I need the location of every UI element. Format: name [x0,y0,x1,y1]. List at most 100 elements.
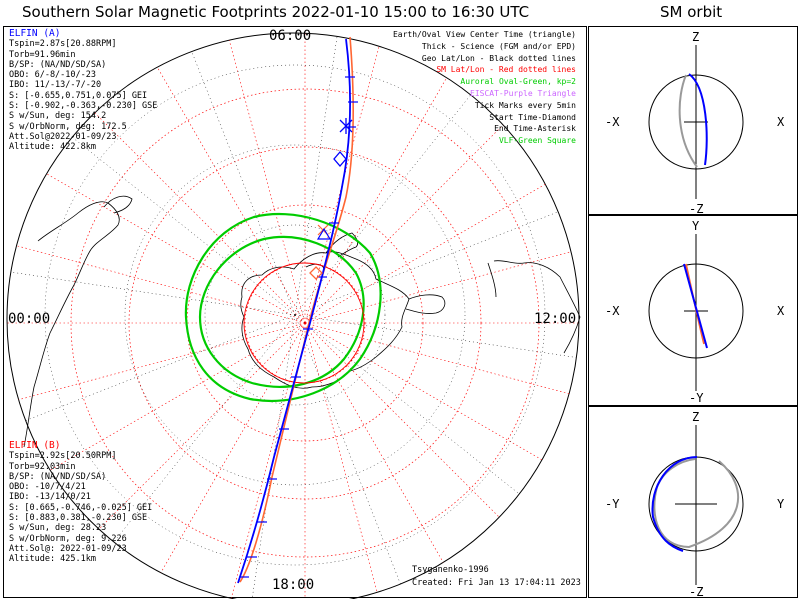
elfin-a-info-line: ELFIN (A) [9,28,61,39]
legend-entry: Earth/Oval View Center Time (triangle) [392,30,576,39]
elfin-a-start-diamond [333,151,347,167]
sm-lon-line [45,172,306,324]
elfin-a-info-line: Tspin=2.87s[20.88RPM] [9,39,117,50]
orbit-xz-right-label: X [777,115,785,129]
elfin-b-info-line: IBO: -13/14/0/21 [9,492,91,503]
geo-lon-line [294,314,530,503]
elfin-a-track [237,38,351,584]
sm-lat-circle [186,204,424,442]
sm-orbit-panel-yz: Z -Z -Y Y [588,406,798,599]
sm-pole-circle [243,262,365,384]
orbit-title: SM orbit [660,3,723,21]
orbit-xy-plot: Y -Y -X X [605,219,785,405]
created-timestamp: Created: Fri Jan 13 17:04:11 2023 [412,578,581,588]
elfin-b-start-diamond [309,266,323,280]
antarctica-coastline [240,232,446,389]
orbit-yz-left-label: -Y [605,497,620,511]
sm-lon-line [304,322,579,401]
mlt-label-right: 12:00 [534,311,576,327]
orbit-xy-a [683,263,708,349]
elfin-a-info-line: S: [-0.655,0.751,0.075] GEI [9,90,148,101]
geo-lat-circle [44,64,546,566]
sm-grid [7,33,579,599]
auroral-oval [184,213,382,402]
sm-lon-line [304,172,565,324]
orbit-xy-bottom-label: -Y [689,391,704,405]
elfin-b-info: ELFIN (B) Tspin=2.92s[20.50RPM] Torb=92.03… [9,440,153,565]
geo-lon-line [185,35,296,316]
elfin-a-info-line: IBO: 11/-13/-7/-20 [9,80,102,91]
legend-entry: Thick - Science (FGM and/or EPD) [421,41,576,51]
elfin-b-info-line: S w/Sun, deg: 28.23 [9,523,107,534]
legend-entry: SM Lat/Lon - Red dotted lines [436,65,576,75]
sm-lon-line [154,63,306,324]
africa-coastline [487,260,581,354]
orbit-xz-bottom-label: -Z [689,202,703,216]
sm-lon-line [304,322,518,536]
sm-lon-line [304,322,383,599]
legend-entry: VLF-Green Square [498,136,576,146]
legend-entry: Geo Lat/Lon - Black dotted lines [421,53,576,63]
mlt-label-bottom: 18:00 [272,577,314,593]
orbit-xz-top-label: Z [692,30,699,44]
orbit-xy-right-label: X [777,304,785,318]
sm-lon-line [304,322,456,583]
plot-title: Southern Solar Magnetic Footprints 2022-… [22,3,530,21]
footprint-map: 06:00 00:00 12:00 18:00 [6,28,581,599]
elfin-a-info-line: Altitude: 422.8km [9,142,96,153]
orbit-xz-a [688,73,708,166]
elfin-b-info-line: Att.Sol@: 2022-01-09/23 [9,543,127,554]
geo-grid [7,33,579,599]
geo-lon-line [294,33,341,316]
orbit-xz-left-label: -X [605,115,620,129]
elfin-b-info-line: Tspin=2.92s[20.50RPM] [9,451,117,462]
elfin-b-info-line: ELFIN (B) [9,440,61,451]
model-label: Tsyganenko-1996 [412,565,489,575]
sm-lon-line [227,33,306,324]
elfin-a-info-line: S: [-0.902,-0.363,-0.230] GSE [9,101,158,112]
elfin-b-info-line: S: [0.883,0.381,-0.230] GSE [9,513,148,524]
orbit-xy-left-label: -X [605,304,620,318]
sm-orbit-panel-xz: Z -Z -X X [588,26,798,216]
legend-entry: Start Time-Diamond [489,112,576,122]
mlt-label-left: 00:00 [8,311,50,327]
orbit-yz-a [651,456,698,552]
legend-entry: EISCAT-Purple Triangle [470,89,576,98]
orbit-yz-right-label: Y [777,497,785,511]
elfin-a-info-line: Att.Sol@2022-01-09/23 [9,131,117,142]
legend-entry: Tick Marks every 5min [474,100,576,110]
orbit-yz-plot: Z -Z -Y Y [605,410,785,599]
footprint-map-panel: 06:00 00:00 12:00 18:00 Earth/Oval View … [3,26,587,599]
geo-lon-line [294,314,405,595]
orbit-yz-bottom-label: -Z [689,585,703,599]
elfin-a-info-line: B/SP: (NA/ND/SD/SA) [9,59,107,70]
elfin-b-info-line: Altitude: 425.1km [9,554,96,565]
sm-lon-line [15,245,306,324]
geo-lon-line [15,314,296,425]
elfin-a-info-line: OBO: 6/-8/-10/-23 [9,70,96,81]
geo-lat-circle [204,224,386,406]
elfin-a-info: ELFIN (A) Tspin=2.87s[20.88RPM] Torb=91.96… [9,28,158,153]
elfin-a-info-line: Torb=91.96min [9,49,76,60]
elfin-a-end-asterisk [339,118,353,134]
mlt-label-top: 06:00 [269,28,311,44]
sm-lon-line [154,322,306,583]
elfin-b-info-line: OBO: -10/7/4/21 [9,482,86,493]
elfin-b-info-line: S: [0.665,-0.746,-0.025] GEI [9,502,153,513]
elfin-a-info-line: S w/OrbNorm, deg: 172.5 [9,121,127,132]
elfin-b-info-line: B/SP: (NA/ND/SD/SA) [9,471,107,482]
orbit-xz-b [678,74,698,168]
sm-lat-circle [70,88,540,558]
orbit-xy-top-label: Y [692,219,700,233]
view-center-triangle [316,227,332,240]
elfin-a-info-line: S w/Sun, deg: 154.2 [9,111,107,122]
orbit-xz-plot: Z -Z -X X [605,30,785,216]
legend: Earth/Oval View Center Time (triangle) Th… [336,29,576,159]
geo-lon-line [294,205,575,316]
elfin-b-info-line: Torb=92.03min [9,461,76,472]
south-america-coastline [23,195,133,448]
sm-orbit-panel-xy: Y -Y -X X [588,215,798,406]
geo-lon-line [60,127,296,316]
elfin-b-info-line: S w/OrbNorm, deg: 9.226 [9,533,127,544]
sm-lon-line [227,322,306,599]
